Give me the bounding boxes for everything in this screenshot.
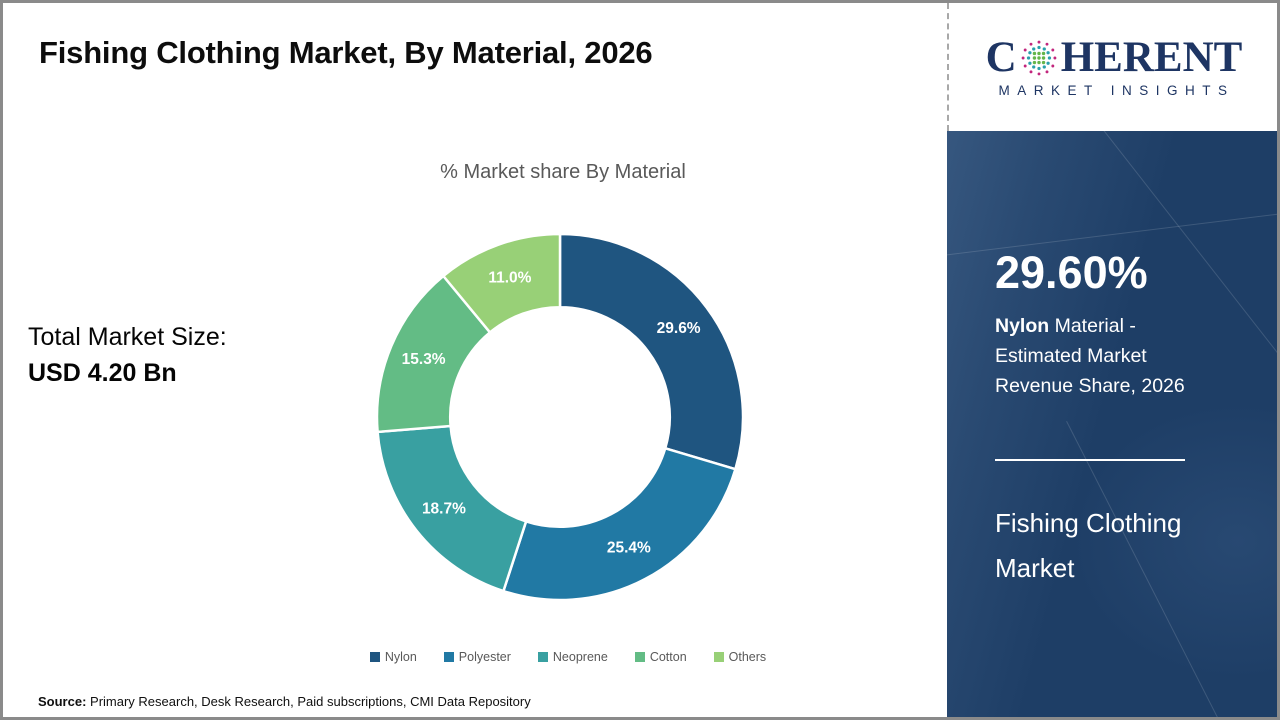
sidebar-market-name: Fishing Clothing Market <box>995 508 1182 583</box>
source-label: Source: <box>38 694 87 709</box>
sidebar-divider <box>995 459 1185 461</box>
brand-letter-c: C <box>985 34 1017 81</box>
globe-dots-icon <box>1021 40 1057 75</box>
donut-slice-neoprene <box>376 424 528 593</box>
slice-data-label: 29.6% <box>657 320 701 337</box>
market-size-value: USD 4.20 Bn <box>28 359 177 387</box>
legend-item-polyester: Polyester <box>443 650 511 664</box>
legend-label: Others <box>728 650 767 664</box>
legend-label: Polyester <box>458 650 511 664</box>
donut-slice-polyester <box>502 447 737 602</box>
brand-wordmark: C HER <box>986 36 1243 79</box>
legend-swatch-icon <box>713 652 724 662</box>
brand-subtitle: MARKET INSIGHTS <box>998 83 1235 98</box>
headline-stat-value: 29.60% <box>995 247 1148 298</box>
chart-title: % Market share By Material <box>440 161 686 183</box>
legend-swatch-icon <box>537 652 548 662</box>
legend-label: Neoprene <box>552 650 608 664</box>
legend-swatch-icon <box>369 652 380 662</box>
legend-item-cotton: Cotton <box>634 650 687 664</box>
source-note: Source: Primary Research, Desk Research,… <box>38 694 531 709</box>
legend-item-others: Others <box>713 650 767 664</box>
headline-stat-description: Nylon Material - Estimated Market Revenu… <box>995 311 1215 401</box>
donut-chart: 29.6% 25.4% 18.7% 15.3% 11.0% <box>375 232 745 602</box>
slice-data-label: 11.0% <box>488 269 531 286</box>
legend-item-nylon: Nylon <box>369 650 417 664</box>
legend-label: Nylon <box>384 650 417 664</box>
legend-swatch-icon <box>634 652 645 662</box>
highlight-sidebar: 29.60% Nylon Material - Estimated Market… <box>947 131 1277 717</box>
donut-slice-others <box>442 232 562 334</box>
stat-material-name: Nylon <box>995 315 1050 337</box>
donut-slice-nylon <box>558 232 745 471</box>
slice-data-label: 18.7% <box>422 500 466 517</box>
brand-logo: C HER <box>947 3 1277 131</box>
market-size-label: Total Market Size: <box>28 323 227 351</box>
legend-item-neoprene: Neoprene <box>537 650 608 664</box>
legend-label: Cotton <box>649 650 687 664</box>
slice-data-label: 15.3% <box>402 351 446 368</box>
source-text: Primary Research, Desk Research, Paid su… <box>86 694 531 709</box>
brand-letters-rest: HERENT <box>1060 34 1243 81</box>
stat-description-rest: Material - Estimated Market Revenue Shar… <box>995 315 1185 397</box>
page-title: Fishing Clothing Market, By Material, 20… <box>39 35 653 70</box>
total-market-size-block: Total Market Size: USD 4.20 Bn <box>28 323 227 388</box>
legend-swatch-icon <box>443 652 454 662</box>
slice-data-label: 25.4% <box>607 540 651 557</box>
chart-legend: Nylon Polyester Neoprene Cotton Others <box>328 650 808 664</box>
